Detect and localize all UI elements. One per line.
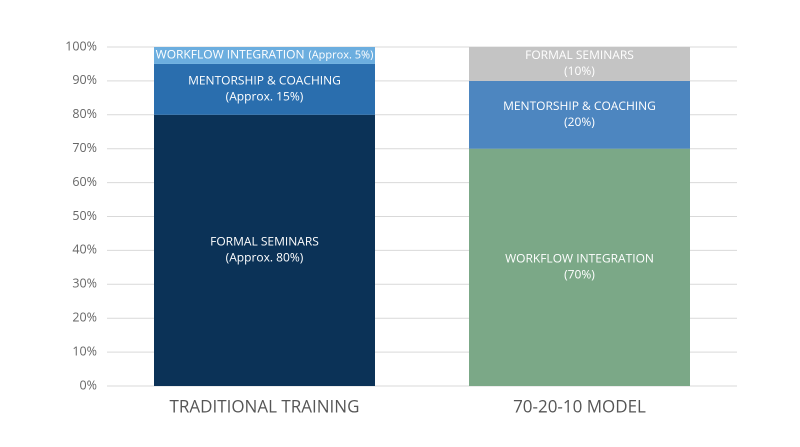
- y-tick-label: 60%: [72, 173, 97, 190]
- bar-segment: [469, 148, 690, 386]
- segment-value-label: (70%): [564, 266, 595, 283]
- x-tick-label: TRADITIONAL TRAINING: [170, 395, 360, 418]
- segment-name: WORKFLOW INTEGRATION: [156, 46, 305, 63]
- segment-value-label: (Approx. 5%): [308, 47, 373, 62]
- y-tick-label: 0%: [80, 376, 97, 393]
- segment-value-label: (10%): [564, 62, 595, 79]
- segment-name: MENTORSHIP & COACHING: [503, 97, 656, 114]
- segment-value-label: (Approx. 80%): [226, 249, 304, 266]
- y-tick-label: 90%: [72, 71, 97, 88]
- bar-segment: [469, 80, 690, 149]
- bar-segment: [154, 63, 375, 115]
- segment-value-label: (20%): [564, 113, 595, 130]
- y-tick-label: 50%: [72, 207, 97, 224]
- y-tick-label: 70%: [72, 139, 97, 156]
- y-tick-label: 40%: [72, 241, 97, 258]
- x-tick-label: 70-20-10 MODEL: [513, 395, 646, 418]
- segment-name: FORMAL SEMINARS: [210, 233, 319, 250]
- segment-name: FORMAL SEMINARS: [525, 46, 634, 63]
- y-tick-label: 80%: [72, 105, 97, 122]
- y-tick-label: 30%: [72, 275, 97, 292]
- segment-label: WORKFLOW INTEGRATION (Approx. 5%): [156, 46, 374, 63]
- segment-name: WORKFLOW INTEGRATION: [505, 250, 654, 267]
- y-tick-label: 10%: [72, 342, 97, 359]
- y-tick-label: 20%: [72, 309, 97, 326]
- y-tick-label: 100%: [65, 37, 97, 54]
- bar-segment: [469, 47, 690, 81]
- bar-segment: [154, 114, 375, 387]
- segment-value-label: (Approx. 15%): [226, 88, 304, 105]
- bar-segment: [154, 47, 375, 64]
- segment-name: MENTORSHIP & COACHING: [188, 72, 341, 89]
